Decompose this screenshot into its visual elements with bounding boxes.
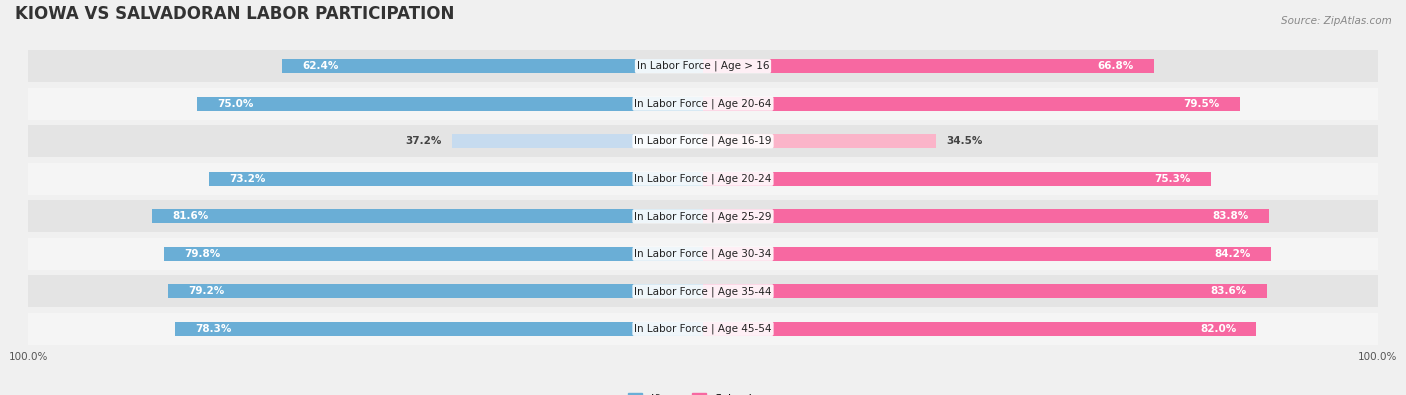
Bar xyxy=(174,322,703,336)
Bar xyxy=(28,163,1378,195)
Bar xyxy=(281,59,703,73)
Bar xyxy=(197,96,703,111)
Text: Source: ZipAtlas.com: Source: ZipAtlas.com xyxy=(1281,16,1392,26)
Text: 79.2%: 79.2% xyxy=(188,286,225,296)
Bar xyxy=(703,134,936,149)
Text: 73.2%: 73.2% xyxy=(229,174,266,184)
Bar xyxy=(703,96,1240,111)
Bar xyxy=(703,322,1257,336)
Bar xyxy=(28,88,1378,120)
Text: In Labor Force | Age 35-44: In Labor Force | Age 35-44 xyxy=(634,286,772,297)
Bar xyxy=(703,59,1154,73)
Bar xyxy=(451,134,703,149)
Text: 83.6%: 83.6% xyxy=(1211,286,1247,296)
Text: 78.3%: 78.3% xyxy=(195,324,231,334)
Bar xyxy=(28,50,1378,82)
Text: 82.0%: 82.0% xyxy=(1199,324,1236,334)
Bar xyxy=(152,209,703,224)
Text: 79.8%: 79.8% xyxy=(184,249,221,259)
Text: 81.6%: 81.6% xyxy=(173,211,209,221)
Bar xyxy=(703,171,1211,186)
Text: 34.5%: 34.5% xyxy=(946,136,983,146)
Text: 75.3%: 75.3% xyxy=(1154,174,1191,184)
Text: 66.8%: 66.8% xyxy=(1097,61,1133,71)
Text: 83.8%: 83.8% xyxy=(1212,211,1249,221)
Bar xyxy=(28,313,1378,345)
Text: In Labor Force | Age > 16: In Labor Force | Age > 16 xyxy=(637,61,769,71)
Text: In Labor Force | Age 20-24: In Labor Force | Age 20-24 xyxy=(634,173,772,184)
Legend: Kiowa, Salvadoran: Kiowa, Salvadoran xyxy=(624,389,782,395)
Text: In Labor Force | Age 30-34: In Labor Force | Age 30-34 xyxy=(634,248,772,259)
Bar xyxy=(703,284,1267,299)
Text: In Labor Force | Age 16-19: In Labor Force | Age 16-19 xyxy=(634,136,772,147)
Text: In Labor Force | Age 25-29: In Labor Force | Age 25-29 xyxy=(634,211,772,222)
Bar xyxy=(169,284,703,299)
Bar xyxy=(28,238,1378,270)
Text: 84.2%: 84.2% xyxy=(1215,249,1251,259)
Text: In Labor Force | Age 45-54: In Labor Force | Age 45-54 xyxy=(634,324,772,334)
Bar xyxy=(703,246,1271,261)
Text: 62.4%: 62.4% xyxy=(302,61,339,71)
Bar xyxy=(703,209,1268,224)
Bar xyxy=(209,171,703,186)
Text: 79.5%: 79.5% xyxy=(1182,99,1219,109)
Text: 75.0%: 75.0% xyxy=(217,99,253,109)
Text: KIOWA VS SALVADORAN LABOR PARTICIPATION: KIOWA VS SALVADORAN LABOR PARTICIPATION xyxy=(14,6,454,23)
Bar xyxy=(165,246,703,261)
Text: In Labor Force | Age 20-64: In Labor Force | Age 20-64 xyxy=(634,98,772,109)
Text: 37.2%: 37.2% xyxy=(405,136,441,146)
Bar xyxy=(28,275,1378,307)
Bar xyxy=(28,200,1378,232)
Bar xyxy=(28,125,1378,157)
